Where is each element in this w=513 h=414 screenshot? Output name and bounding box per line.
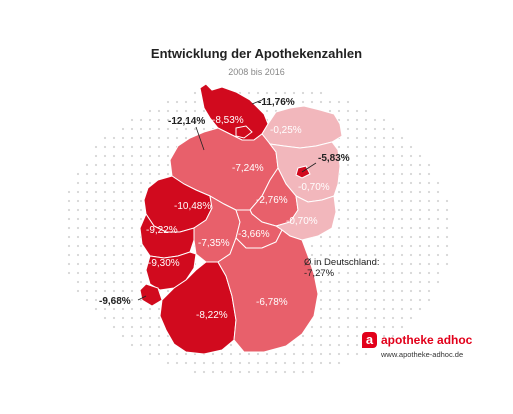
region-saarland (139, 283, 163, 307)
brand-url: www.apotheke-adhoc.de (381, 350, 464, 359)
region-bayern (217, 229, 319, 353)
average-note-label: Ø in Deutschland: (304, 257, 380, 268)
region-sachsen (274, 195, 337, 241)
label-hessen: -7,35% (198, 238, 230, 249)
label-schleswig-holstein: -8,53% (212, 115, 244, 126)
label-rheinland-pfalz: -9,22% (146, 225, 178, 236)
label-thueringen: -3,66% (238, 229, 270, 240)
brand-name: apotheke adhoc (381, 333, 473, 347)
label-saarland: -9,68% (99, 296, 131, 307)
label-niedersachsen: -7,24% (232, 163, 264, 174)
average-note-value: -7,27% (304, 268, 335, 279)
label-berlin: -5,83% (318, 153, 350, 164)
region-hamburg (235, 125, 253, 139)
label-hamburg: -11,76% (258, 97, 295, 108)
label-nordrhein-westfalen: -10,48% (174, 201, 211, 212)
label-rhein-main-suedwest: -9,30% (148, 258, 180, 269)
label-bremen: -12,14% (168, 116, 205, 127)
label-sachsen: -0,70% (286, 216, 318, 227)
label-bayern: -6,78% (256, 297, 288, 308)
label-baden-wuerttemberg: -8,22% (196, 310, 228, 321)
label-sachsen-anhalt: -2,76% (256, 195, 288, 206)
brand-block: a apotheke adhoc www.apotheke-adhoc.de (362, 332, 492, 362)
region-rhein-main-suedwest (145, 251, 197, 291)
chart-subtitle: 2008 bis 2016 (228, 67, 285, 77)
label-mecklenburg-vorpommern: -0,25% (270, 125, 302, 136)
label-brandenburg: -0,70% (298, 182, 330, 193)
average-note: Ø in Deutschland: -7,27% (304, 257, 380, 279)
brand-logo-icon: a (362, 332, 377, 348)
chart-title: Entwicklung der Apothekenzahlen (150, 46, 363, 61)
